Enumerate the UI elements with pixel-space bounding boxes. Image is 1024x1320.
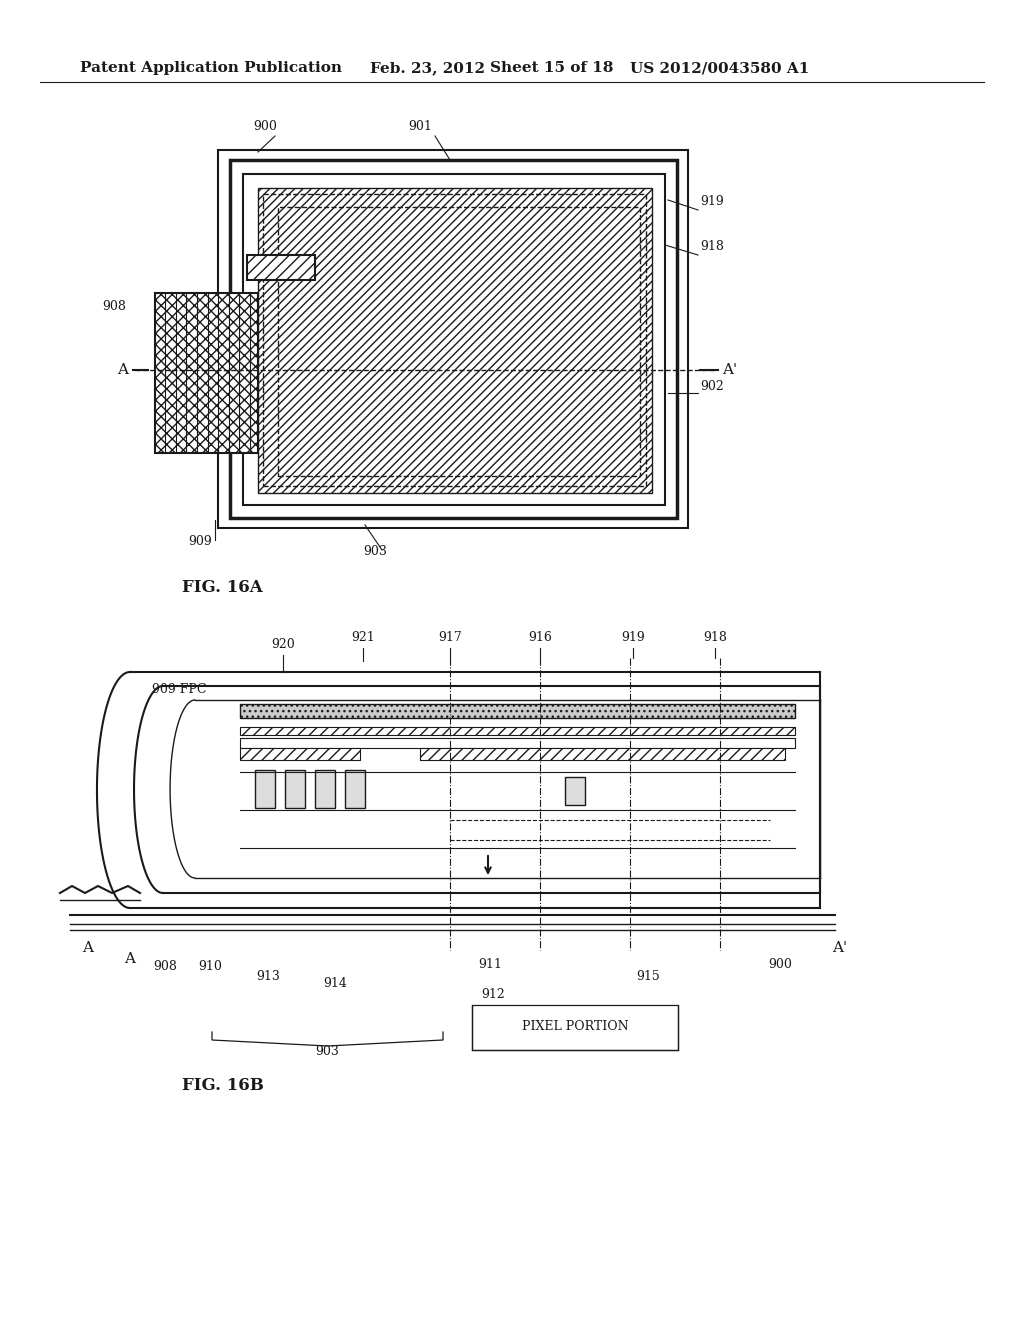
Text: 900: 900 bbox=[253, 120, 276, 133]
Text: FIG. 16B: FIG. 16B bbox=[182, 1077, 264, 1094]
Bar bbox=[247, 255, 315, 280]
Bar bbox=[420, 748, 785, 760]
Text: Feb. 23, 2012: Feb. 23, 2012 bbox=[370, 61, 485, 75]
Text: A': A' bbox=[722, 363, 737, 378]
Text: A: A bbox=[83, 941, 93, 954]
Text: 914: 914 bbox=[323, 977, 347, 990]
Text: 915: 915 bbox=[636, 970, 659, 983]
Text: 919: 919 bbox=[700, 195, 724, 209]
Bar bbox=[315, 770, 335, 808]
Bar bbox=[155, 293, 258, 453]
Text: 919: 919 bbox=[622, 631, 645, 644]
Bar bbox=[240, 748, 360, 760]
Bar bbox=[278, 207, 640, 477]
Bar bbox=[285, 770, 305, 808]
Bar bbox=[565, 777, 585, 805]
Bar bbox=[258, 187, 652, 492]
Text: 918: 918 bbox=[703, 631, 727, 644]
Text: 917: 917 bbox=[438, 631, 462, 644]
Text: 913: 913 bbox=[256, 970, 280, 983]
Text: Sheet 15 of 18: Sheet 15 of 18 bbox=[490, 61, 613, 75]
Bar bbox=[345, 770, 365, 808]
Bar bbox=[240, 738, 795, 748]
Text: 916: 916 bbox=[528, 631, 552, 644]
Text: 908: 908 bbox=[153, 960, 177, 973]
Text: PIXEL PORTION: PIXEL PORTION bbox=[521, 1019, 629, 1032]
Bar bbox=[243, 174, 665, 506]
Bar bbox=[255, 770, 275, 808]
Text: US 2012/0043580 A1: US 2012/0043580 A1 bbox=[630, 61, 809, 75]
Bar bbox=[230, 160, 677, 517]
Text: 903: 903 bbox=[315, 1045, 339, 1059]
Bar bbox=[263, 194, 646, 486]
Text: 909 FPC: 909 FPC bbox=[152, 682, 207, 696]
Text: 910: 910 bbox=[198, 960, 222, 973]
Text: 908: 908 bbox=[102, 300, 126, 313]
Text: FIG. 16A: FIG. 16A bbox=[182, 579, 263, 597]
Text: 911: 911 bbox=[478, 958, 502, 972]
Text: 918: 918 bbox=[700, 240, 724, 253]
Bar bbox=[218, 150, 688, 528]
Bar bbox=[472, 1005, 678, 1049]
Text: 921: 921 bbox=[351, 631, 375, 644]
Text: A: A bbox=[117, 363, 128, 378]
Bar bbox=[240, 727, 795, 735]
Text: 920: 920 bbox=[271, 638, 295, 651]
Text: 900: 900 bbox=[768, 958, 792, 972]
Text: 903: 903 bbox=[364, 545, 387, 558]
Text: 912: 912 bbox=[481, 987, 505, 1001]
Text: A: A bbox=[125, 952, 135, 966]
Bar bbox=[240, 704, 795, 718]
Text: 909: 909 bbox=[188, 535, 212, 548]
Text: Patent Application Publication: Patent Application Publication bbox=[80, 61, 342, 75]
Text: 902: 902 bbox=[700, 380, 724, 393]
Text: 901: 901 bbox=[408, 120, 432, 133]
Text: A': A' bbox=[833, 941, 848, 954]
